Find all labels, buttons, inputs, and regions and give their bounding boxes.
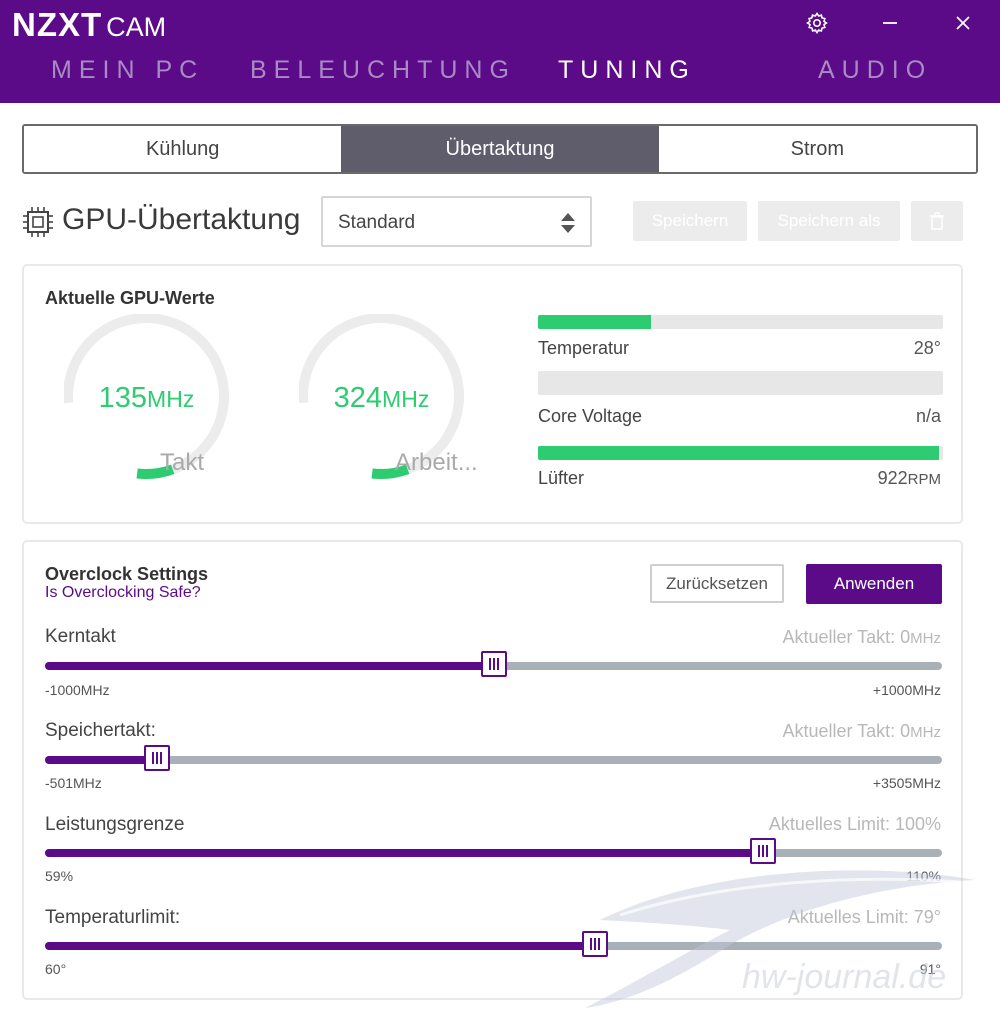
close-icon[interactable] — [946, 8, 980, 38]
slider-thumb[interactable] — [480, 651, 507, 677]
nav-beleuchtung[interactable]: BELEUCHTUNG — [250, 56, 516, 84]
current-text: Aktuelles Limit: 79° — [787, 907, 941, 927]
metric-number: 922 — [877, 468, 908, 488]
gauge-arbeit: 324MHz Arbeit... — [299, 314, 479, 494]
power-limit-label: Leistungsgrenze — [45, 814, 185, 835]
current-text: Aktueller Takt: 0 — [782, 721, 911, 741]
power-limit-max: 110% — [906, 868, 941, 884]
gauge-unit: MHz — [382, 386, 430, 412]
gauge-arbeit-value: 324MHz — [299, 382, 464, 415]
slider-thumb[interactable] — [144, 745, 171, 771]
core-clock-label: Kerntakt — [45, 626, 116, 647]
slider-fill — [45, 849, 763, 857]
temp-limit-min: 60° — [45, 961, 67, 977]
gpu-values-card: Aktuelle GPU-Werte 135MHz Takt 324MHz Ar… — [22, 264, 963, 524]
tuning-subtabs: Kühlung Übertaktung Strom — [22, 124, 978, 174]
power-limit-slider[interactable] — [45, 838, 942, 864]
overclock-settings-card: Overclock Settings Is Overclocking Safe?… — [22, 540, 963, 1000]
nav-mein-pc[interactable]: MEIN PC — [51, 56, 205, 84]
overclock-title: Overclock Settings — [45, 564, 209, 584]
power-limit-current: Aktuelles Limit: 100% — [769, 814, 941, 835]
gauge-unit: MHz — [147, 386, 195, 412]
gauge-number: 324 — [333, 382, 383, 414]
save-as-button[interactable]: Speichern als — [758, 201, 900, 241]
core-clock-max: +1000MHz — [872, 682, 941, 698]
nav-audio[interactable]: AUDIO — [818, 56, 933, 84]
memory-clock-slider[interactable] — [45, 745, 942, 771]
gauge-arc — [371, 464, 410, 479]
apply-button[interactable]: Anwenden — [806, 564, 942, 604]
app-header: NZXT CAM MEIN PC BELEUCHTUNG TUNING AUDIO — [0, 0, 1000, 103]
minimize-icon[interactable] — [873, 8, 907, 38]
gauge-arbeit-label: Arbeit... — [395, 449, 478, 476]
profile-select-value: Standard — [338, 212, 416, 233]
current-unit: MHz — [910, 630, 941, 647]
delete-button[interactable] — [911, 201, 963, 241]
page-title: GPU-Übertaktung — [62, 203, 301, 236]
main-nav: MEIN PC BELEUCHTUNG TUNING AUDIO — [0, 56, 1000, 96]
trash-icon — [930, 212, 944, 230]
gauge-track — [64, 314, 229, 474]
tab-uebertaktung[interactable]: Übertaktung — [341, 126, 659, 172]
core-voltage-label: Core Voltage — [538, 406, 643, 426]
slider-fill — [45, 942, 595, 950]
slider-thumb[interactable] — [581, 931, 608, 957]
memory-clock-label: Speichertakt: — [45, 720, 156, 741]
gauge-takt-value: 135MHz — [64, 382, 229, 415]
logo-brand: NZXT — [12, 6, 103, 43]
slider-fill — [45, 662, 494, 670]
gauge-track — [299, 314, 464, 474]
temp-limit-current: Aktuelles Limit: 79° — [788, 907, 941, 928]
gpu-values-title: Aktuelle GPU-Werte — [45, 288, 215, 308]
temp-limit-max: 91° — [919, 961, 941, 977]
temperature-value: 28° — [914, 338, 941, 359]
gpu-chip-icon — [23, 207, 53, 237]
memory-clock-max: +3505MHz — [872, 775, 941, 791]
memory-clock-current: Aktueller Takt: 0MHz — [782, 721, 941, 742]
core-clock-slider[interactable] — [45, 651, 942, 677]
gauge-arc — [136, 464, 175, 479]
fan-bar — [538, 446, 943, 460]
core-clock-current: Aktueller Takt: 0MHz — [782, 627, 941, 648]
gear-icon[interactable] — [800, 8, 834, 38]
current-unit: MHz — [910, 724, 941, 741]
core-voltage-bar — [538, 371, 943, 395]
app-logo: NZXT CAM — [12, 6, 166, 44]
current-text: Aktueller Takt: 0 — [782, 627, 911, 647]
metric-unit: RPM — [907, 471, 941, 488]
fan-label: Lüfter — [538, 468, 585, 488]
current-text: Aktuelles Limit: 100% — [768, 814, 941, 834]
bar-fill — [538, 446, 939, 460]
metric-number: n/a — [915, 406, 941, 426]
temperature-bar — [538, 315, 943, 329]
overclocking-safe-link[interactable]: Is Overclocking Safe? — [45, 584, 201, 601]
slider-thumb[interactable] — [749, 838, 776, 864]
gauge-takt: 135MHz Takt — [64, 314, 244, 494]
core-voltage-value: n/a — [916, 406, 941, 427]
temp-limit-slider[interactable] — [45, 931, 942, 957]
select-arrows-icon — [561, 213, 575, 233]
memory-clock-min: -501MHz — [45, 775, 102, 791]
tab-kuehlung[interactable]: Kühlung — [24, 126, 342, 172]
profile-select[interactable]: Standard — [321, 196, 592, 247]
tab-strom[interactable]: Strom — [658, 126, 976, 172]
core-clock-min: -1000MHz — [45, 682, 110, 698]
bar-fill — [538, 315, 652, 329]
gauge-takt-label: Takt — [160, 449, 205, 476]
logo-product: CAM — [106, 12, 167, 42]
reset-button[interactable]: Zurücksetzen — [650, 564, 784, 603]
power-limit-min: 59% — [45, 868, 74, 884]
fan-value: 922RPM — [878, 468, 941, 489]
gauge-number: 135 — [98, 382, 148, 414]
metric-number: 28° — [913, 338, 941, 358]
slider-fill — [45, 756, 158, 764]
save-button[interactable]: Speichern — [633, 201, 747, 241]
nav-tuning[interactable]: TUNING — [558, 56, 696, 84]
temperature-label: Temperatur — [538, 338, 630, 358]
temp-limit-label: Temperaturlimit: — [45, 907, 181, 928]
